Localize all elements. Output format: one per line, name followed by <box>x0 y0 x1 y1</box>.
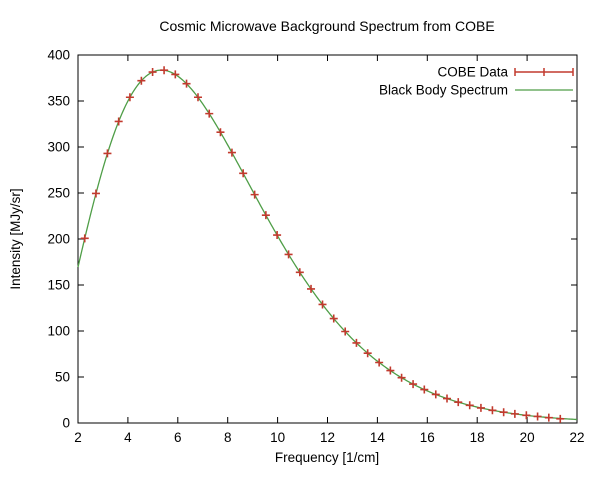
y-tick-label: 200 <box>47 232 70 247</box>
y-tick-label: 300 <box>47 140 70 155</box>
legend: COBE Data Black Body Spectrum <box>379 65 574 98</box>
y-tick-label: 50 <box>55 370 70 385</box>
black-body-curve <box>77 69 578 421</box>
x-axis-label: Frequency [1/cm] <box>275 450 379 465</box>
x-tick-label: 8 <box>224 430 232 445</box>
x-tick-label: 18 <box>470 430 485 445</box>
x-tick-label: 12 <box>320 430 335 445</box>
y-tick-label: 250 <box>47 186 70 201</box>
x-tick-label: 16 <box>420 430 435 445</box>
y-tick-label: 0 <box>62 416 70 431</box>
x-tick-label: 6 <box>174 430 182 445</box>
legend-label-black-body: Black Body Spectrum <box>379 83 508 98</box>
plot-border <box>77 54 578 424</box>
x-tick-label: 10 <box>270 430 285 445</box>
y-axis-label: Intensity [MJy/sr] <box>8 188 23 289</box>
y-tick-label: 350 <box>47 94 70 109</box>
y-tick-label: 100 <box>47 324 70 339</box>
plot-area: 2 4 6 8 10 12 14 16 18 20 22 0 50 100 150 200 250 300 350 4… <box>47 48 584 446</box>
cobe-data-markers <box>80 66 565 423</box>
x-tick-label: 2 <box>74 430 82 445</box>
x-tick-label: 20 <box>520 430 535 445</box>
x-tick-label: 4 <box>124 430 132 445</box>
x-tick-label: 14 <box>370 430 386 445</box>
x-tick-label: 22 <box>569 430 584 445</box>
y-tick-label: 400 <box>47 48 70 63</box>
legend-label-cobe-data: COBE Data <box>437 65 508 80</box>
chart-title: Cosmic Microwave Background Spectrum fro… <box>159 18 494 34</box>
errorbar-sample-icon <box>514 68 574 76</box>
y-tick-label: 150 <box>47 278 70 293</box>
